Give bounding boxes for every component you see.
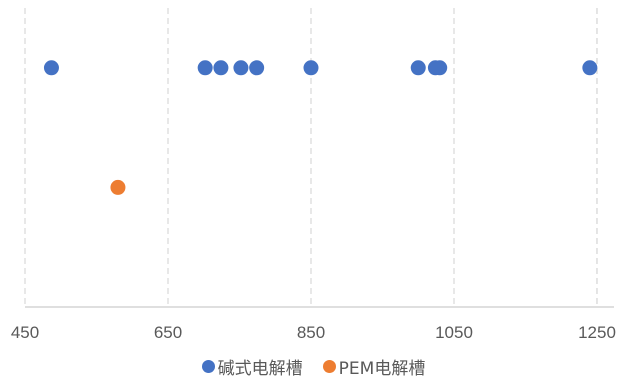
data-point [432,60,448,76]
data-point [110,179,126,195]
data-point [43,60,59,76]
x-tick-label: 850 [297,323,325,342]
legend-label-alkaline: 碱式电解槽 [217,359,303,379]
legend-item-alkaline: 碱式电解槽 [201,354,303,379]
x-tick-labels: 450 650 850 1050 1250 [11,323,616,342]
x-tick-label: 650 [154,323,182,342]
legend: 碱式电解槽 PEM电解槽 [0,354,627,379]
legend-label-pem: PEM电解槽 [338,359,426,379]
scatter-chart: 450 650 850 1050 1250 [11,8,616,342]
data-point [249,60,265,76]
data-point [233,60,249,76]
data-point [197,60,213,76]
legend-marker-alkaline [201,360,215,373]
legend-marker-pem [322,360,336,373]
data-point [410,60,426,76]
data-point [303,60,319,76]
data-point [582,60,598,76]
x-tick-label: 1250 [578,323,616,342]
x-tick-label: 1050 [435,323,473,342]
x-tick-label: 450 [11,323,39,342]
gridlines [24,8,598,307]
legend-item-pem: PEM电解槽 [322,354,426,379]
data-points [43,60,598,195]
data-point [213,60,229,76]
